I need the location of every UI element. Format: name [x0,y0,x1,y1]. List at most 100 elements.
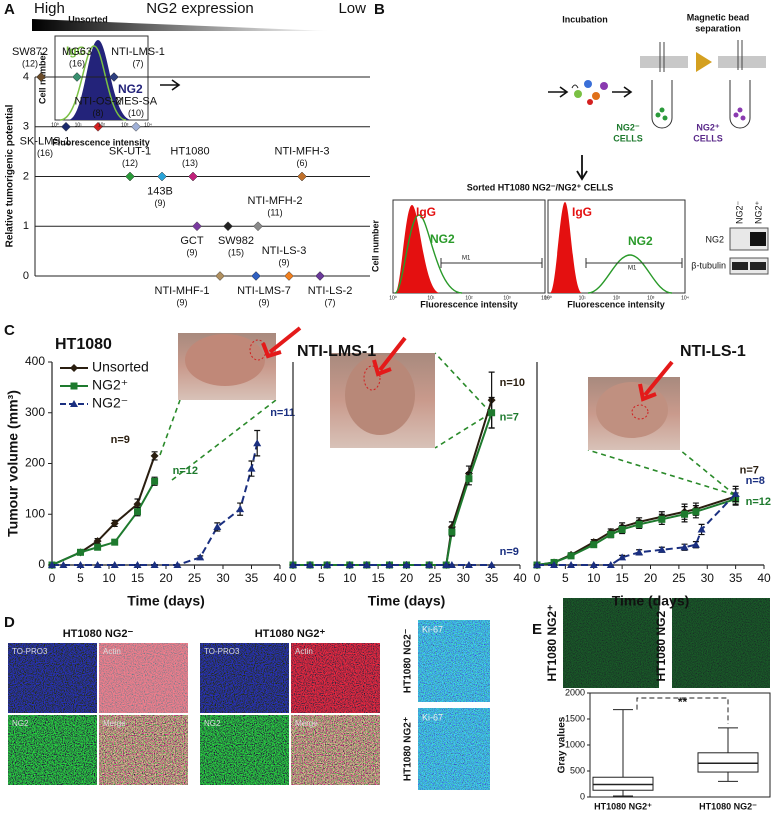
diamond [315,271,325,281]
diamond [253,221,263,232]
arrow [548,86,569,98]
channel-label: TO-PRO3 [12,647,48,656]
marker [362,561,371,568]
incubation-cartoon-circle [584,80,592,88]
cell-line-label: NTI-MHF-1 [155,285,210,297]
y-axis-label: Relative tumorigenic potential [5,104,16,247]
x-tick-label: 5 [318,571,325,585]
marker [133,561,142,568]
sample-size-note: n=8 [746,475,765,487]
sample-size: (9) [155,198,166,208]
group-title: HT1080 NG2⁻ [63,628,134,640]
hist-x-tick: 10¹ [75,122,83,128]
hist-x-tick: 10¹ [427,295,435,301]
sample-size-note: n=7 [500,412,519,424]
cell-line-label: NTI-LS-3 [262,245,307,257]
micrograph [8,643,97,713]
marker [385,561,394,568]
scale-low: Low [338,0,366,17]
incubation-cartoon-circle [587,99,593,105]
x-tick-label: 20 [400,571,414,585]
x-tick-label: 30 [701,571,715,585]
panel-label: A [4,1,15,18]
hist-label-ng2: NG2 [430,232,455,246]
marker [70,364,78,372]
marker [111,538,119,546]
sample-size: (16) [69,58,85,68]
marker [253,439,262,447]
sample-size: (9) [187,248,198,258]
y-tick-label: 1000 [565,739,585,749]
panel-e: HT1080 NG2⁺ HT1080 NG2⁻ 0 500 1000 1500 2000 Gr… [545,598,771,811]
x-tick-label: 20 [159,571,173,585]
x-tick-label: 5 [562,571,569,585]
channel-label: Merge [295,719,318,728]
x-tick-label: 10 [587,571,601,585]
separation-cartoon-polygon [696,52,712,72]
tumour-mark [631,404,649,420]
marker [618,525,626,533]
hist-igg [395,205,440,293]
diamond [72,72,82,82]
significance-bracket [636,697,729,724]
marker [607,531,615,539]
marker [59,561,68,568]
diamond [157,171,167,182]
panel-label: D [4,614,15,631]
tumour-mark [363,365,381,391]
x-axis-label: Time (days) [612,593,690,609]
diamond [93,121,103,132]
sample-size: (10) [128,108,144,118]
channel-label: NG2 [12,719,29,728]
hist-label-igg: IgG [416,205,436,219]
cell-line-label: MES-SA [115,96,158,108]
sample-size-note: n=12 [173,465,198,477]
row-label: HT1080 NG2⁻ [403,629,414,693]
hist-title: Unsorted [68,14,108,24]
western-blot-rect [732,262,748,270]
hist-label-ng2: NG2 [628,234,653,248]
x-tick-label: 0 [534,571,541,585]
step-label: separation [695,23,741,33]
marker [247,464,256,472]
hist-x-tick: 10³ [503,295,511,301]
x-tick-label: 5 [77,571,84,585]
connector [159,399,277,481]
marker [150,561,159,568]
separation-cartoon-path [651,80,673,129]
connector [434,352,492,449]
hist-x-tick: 10³ [647,295,655,301]
hist-x-tick: 10⁰ [51,122,59,128]
diamond [192,221,202,232]
incubation-cartoon [571,80,608,105]
red-arrow [372,336,407,377]
legend-label: NG2⁻ [92,395,128,411]
micrograph [418,620,490,702]
sample-size: (7) [133,58,144,68]
cell-line-label: SW982 [218,235,254,247]
diamond [223,221,233,232]
channel-label: Actin [103,647,121,656]
diamond [61,121,71,132]
hist-x-tick: 10² [613,295,621,301]
diamond [109,72,119,82]
x-tick-label: 30 [457,571,471,585]
sample-size: (6) [297,158,308,168]
step-label: Incubation [562,14,608,24]
micrograph [99,643,188,713]
hist-ng2 [394,214,463,294]
y-tick-label: 300 [25,405,45,419]
y-tick-label: 0 [38,557,45,571]
marker [173,561,182,568]
hist-x-tick: 10⁰ [544,295,552,301]
cell-line-label: 143B [147,185,173,197]
marker [323,561,332,568]
incubation-cartoon-circle [574,90,582,98]
cell-line-label: NTI-MFH-3 [275,145,330,157]
diamond [131,121,141,132]
gate-m1 [440,258,543,268]
marker [447,561,456,568]
arrow [612,86,633,98]
